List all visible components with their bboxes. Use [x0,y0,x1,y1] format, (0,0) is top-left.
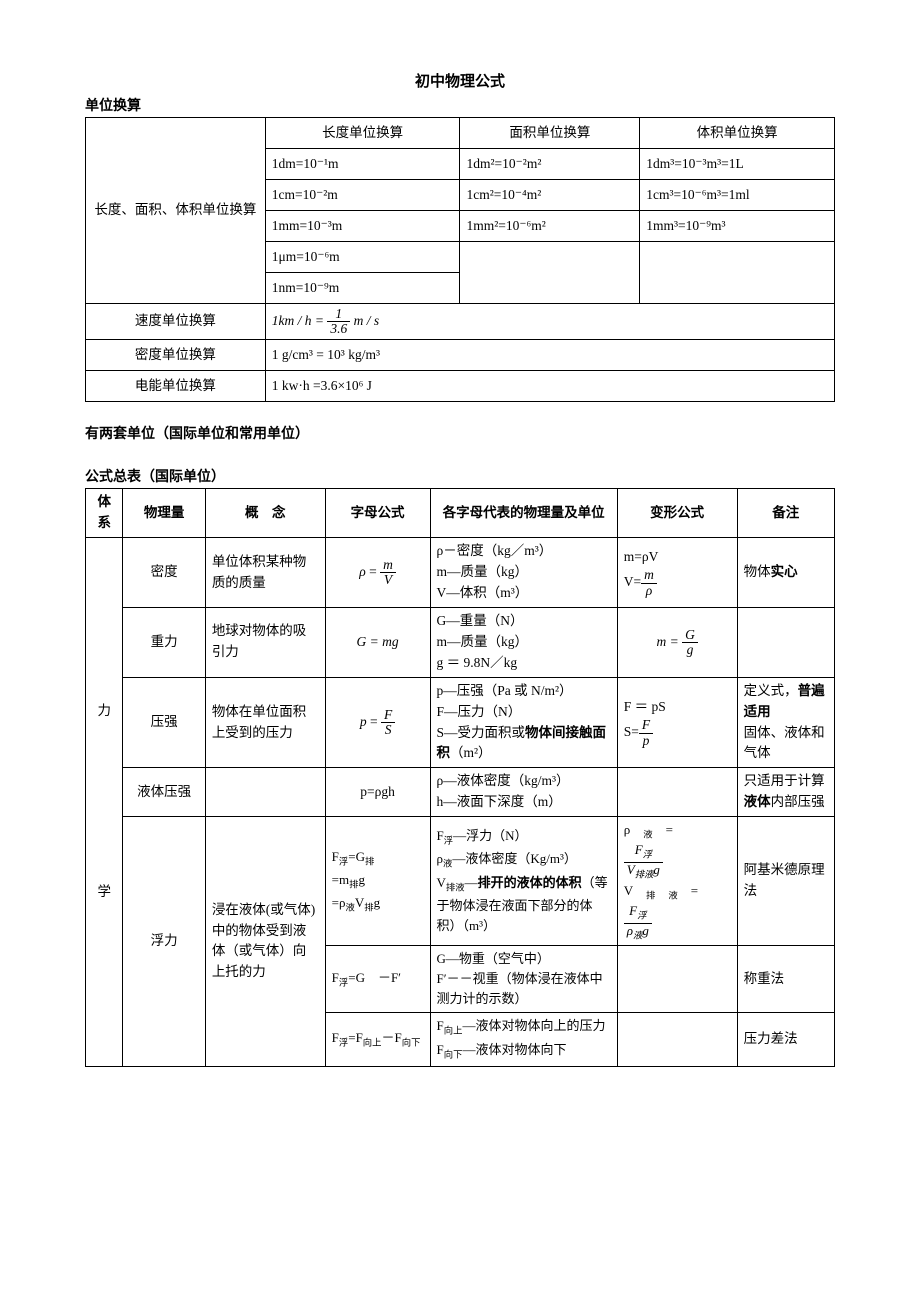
th-note: 备注 [737,489,834,538]
units-buoyancy-weigh: G—物重（空气中） F′－－视重（物体浸在液体中测力计的示数） [430,946,617,1013]
qty-density: 密度 [123,538,205,608]
system-mechanics: 力 学 [86,538,123,1066]
qty-buoyancy: 浮力 [123,817,205,1066]
hdr-volume: 体积单位换算 [640,118,835,149]
note-buoyancy-diff: 压力差法 [737,1013,834,1066]
note-buoyancy-arch: 阿基米德原理法 [737,817,834,946]
units-buoyancy-diff: F向上—液体对物体向上的压力 F向下—液体对物体向下 [430,1013,617,1066]
variant-pressure: F ＝ pS S=Fp [617,677,737,768]
speed-value: 1km / h = 13.6 m / s [265,304,834,340]
units-density: ρ－密度（kg／m³） m—质量（kg） V—体积（m³） [430,538,617,608]
vol-cm: 1cm³=10⁻⁶m³=1ml [640,180,835,211]
hdr-length: 长度单位换算 [265,118,460,149]
variant-buoyancy-arch: ρ 液 = F浮V排液g V 排 液 = F浮ρ液g [617,817,737,946]
units-pressure: p—压强（Pa 或 N/m²） F—压力（N） S—受力面积或物体间接触面积（m… [430,677,617,768]
concept-pressure: 物体在单位面积上受到的压力 [205,677,325,768]
th-system: 体系 [86,489,123,538]
energy-label: 电能单位换算 [86,371,266,402]
units-gravity: G—重量（N） m—质量（kg） g ＝ 9.8N／kg [430,607,617,677]
len-nm: 1nm=10⁻⁹m [265,273,460,304]
formula-gravity: G = mg [325,607,430,677]
variant-buoyancy-weigh [617,946,737,1013]
concept-liquid-pressure [205,768,325,817]
th-units: 各字母代表的物理量及单位 [430,489,617,538]
variant-buoyancy-diff [617,1013,737,1066]
formula-buoyancy-diff: F浮=F向上－F向下 [325,1013,430,1066]
variant-liquid-pressure [617,768,737,817]
speed-label: 速度单位换算 [86,304,266,340]
qty-liquid-pressure: 液体压强 [123,768,205,817]
variant-density: m=ρV V=mρ [617,538,737,608]
section-unit-conversion: 单位换算 [85,95,835,115]
area-mm: 1mm²=10⁻⁶m² [460,211,640,242]
len-mm: 1mm=10⁻³m [265,211,460,242]
note-liquid-pressure: 只适用于计算液体内部压强 [737,768,834,817]
note-pressure: 定义式，普遍适用 固体、液体和气体 [737,677,834,768]
density-label: 密度单位换算 [86,340,266,371]
th-concept: 概 念 [205,489,325,538]
qty-gravity: 重力 [123,607,205,677]
lav-label: 长度、面积、体积单位换算 [86,118,266,304]
formula-table: 体系 物理量 概 念 字母公式 各字母代表的物理量及单位 变形公式 备注 力 学… [85,488,835,1066]
th-quantity: 物理量 [123,489,205,538]
note-gravity [737,607,834,677]
vol-dm: 1dm³=10⁻³m³=1L [640,149,835,180]
note-density: 物体实心 [737,538,834,608]
len-dm: 1dm=10⁻¹m [265,149,460,180]
th-variant: 变形公式 [617,489,737,538]
formula-liquid-pressure: p=ρgh [325,768,430,817]
unit-conversion-table: 长度、面积、体积单位换算 长度单位换算 面积单位换算 体积单位换算 1dm=10… [85,117,835,402]
vol-mm: 1mm³=10⁻⁹m³ [640,211,835,242]
note-buoyancy-weigh: 称重法 [737,946,834,1013]
concept-density: 单位体积某种物质的质量 [205,538,325,608]
area-blank [460,242,640,304]
qty-pressure: 压强 [123,677,205,768]
variant-gravity: m = Gg [617,607,737,677]
len-um: 1μm=10⁻⁶m [265,242,460,273]
energy-value: 1 kw·h =3.6×10⁶ J [265,371,834,402]
vol-blank [640,242,835,304]
area-cm: 1cm²=10⁻⁴m² [460,180,640,211]
formula-buoyancy-arch: F浮=G排 =m排g =ρ液V排g [325,817,430,946]
area-dm: 1dm²=10⁻²m² [460,149,640,180]
density-value: 1 g/cm³ = 10³ kg/m³ [265,340,834,371]
formula-buoyancy-weigh: F浮=G －F′ [325,946,430,1013]
units-buoyancy-arch: F浮—浮力（N） ρ液—液体密度（Kg/m³） V排液—排开的液体的体积（等于物… [430,817,617,946]
units-liquid-pressure: ρ—液体密度（kg/m³） h—液面下深度（m） [430,768,617,817]
hdr-area: 面积单位换算 [460,118,640,149]
section-two-units: 有两套单位（国际单位和常用单位） [85,423,835,443]
th-formula: 字母公式 [325,489,430,538]
section-formula-table: 公式总表（国际单位） [85,466,835,486]
concept-gravity: 地球对物体的吸引力 [205,607,325,677]
formula-density: ρ = mV [325,538,430,608]
formula-pressure: p = FS [325,677,430,768]
page-title: 初中物理公式 [85,70,835,91]
len-cm: 1cm=10⁻²m [265,180,460,211]
concept-buoyancy: 浸在液体(或气体)中的物体受到液体（或气体）向上托的力 [205,817,325,1066]
